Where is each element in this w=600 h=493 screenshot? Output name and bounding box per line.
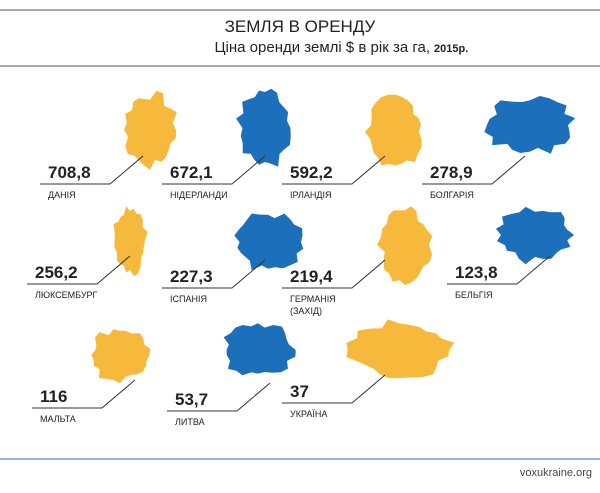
country-shape	[91, 329, 151, 384]
title: ЗЕМЛЯ В ОРЕНДУ	[225, 17, 376, 36]
label: ІСПАНІЯ	[170, 294, 207, 304]
leader-line	[162, 155, 266, 185]
leader-line	[422, 155, 526, 185]
leader-line	[282, 155, 386, 185]
label: БЕЛЬГІЯ	[455, 290, 493, 300]
label: НІДЕРЛАНДИ	[170, 190, 228, 200]
value: 219,4	[290, 267, 333, 286]
leader-line	[282, 374, 386, 404]
country-shape	[495, 206, 575, 265]
country-shape	[364, 94, 422, 166]
value: 123,8	[455, 263, 498, 282]
value: 37	[290, 382, 309, 401]
subtitle: Ціна оренди землі $ в рік за га,	[214, 39, 430, 56]
label: УКРАЇНА	[290, 409, 327, 419]
value: 708,8	[48, 163, 91, 182]
country-shape	[484, 96, 576, 154]
label: ДАНІЯ	[48, 190, 76, 200]
country-shape	[346, 319, 455, 379]
value: 256,2	[35, 263, 78, 282]
label: МАЛЬТА	[40, 414, 76, 424]
leader-line	[162, 259, 266, 289]
leader-line	[27, 255, 131, 285]
label: ІРЛАНДІЯ	[290, 190, 332, 200]
leader-line	[40, 155, 144, 185]
value: 227,3	[170, 267, 213, 286]
country-shape	[124, 90, 177, 170]
label: ЛЮКСЕМБУРГ	[35, 290, 98, 300]
value: 116	[40, 387, 67, 406]
label: БОЛГАРІЯ	[430, 190, 474, 200]
value: 592,2	[290, 163, 333, 182]
subtitle-year: 2015р.	[434, 43, 468, 55]
leader-line	[447, 255, 551, 285]
country-shape	[234, 213, 304, 271]
value: 672,1	[170, 163, 213, 182]
country-shape	[377, 206, 433, 286]
country-shape	[223, 323, 296, 376]
items: 708,8 ДАНІЯ 672,1 НІДЕРЛАНДИ 592,2 ІРЛАНДІЯ 27…	[27, 88, 576, 427]
country-shape	[236, 88, 291, 167]
leader-line	[167, 382, 271, 412]
label-note: (ЗАХІД)	[290, 306, 322, 316]
leader-line	[32, 379, 136, 409]
source: voxukraine.org	[520, 467, 592, 479]
country-shape	[113, 206, 148, 277]
value: 278,9	[430, 163, 473, 182]
label: ГЕРМАНІЯ	[290, 294, 336, 304]
label: ЛИТВА	[175, 417, 205, 427]
leader-line	[282, 259, 386, 289]
value: 53,7	[175, 390, 208, 409]
